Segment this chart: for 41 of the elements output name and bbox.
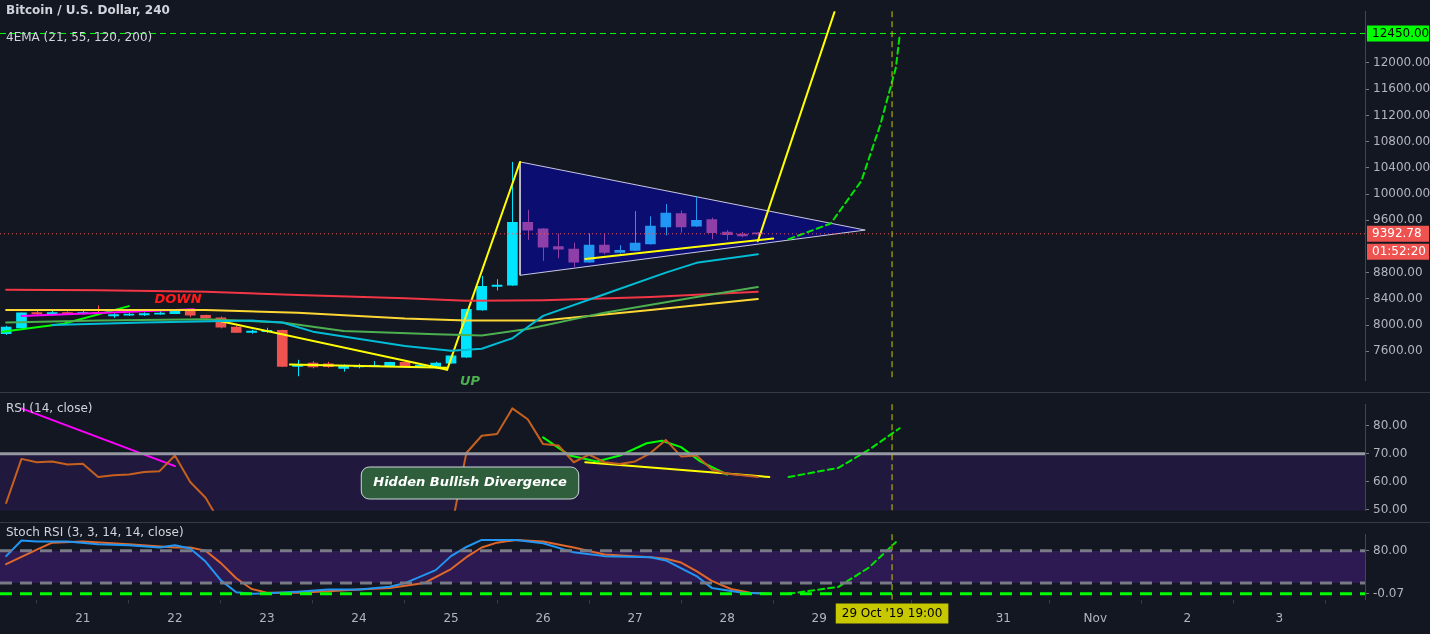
annotation: DOWN [154,291,202,307]
annotation: UP [459,373,481,389]
y-tick-label: 70.00 [1373,446,1408,460]
y-tick-label: 7600.00 [1373,343,1423,358]
x-tick-label: 28 [719,610,735,625]
x-tick-label: 23 [259,610,275,625]
chart-title: Bitcoin / U.S. Dollar, 240 [6,3,170,18]
chart-title: RSI (14, close) [6,401,93,416]
x-tick-label: 27 [627,610,643,625]
y-tick-label: -0.07 [1373,586,1405,600]
y-tick-label: 8000.00 [1373,317,1423,332]
y-tick-label: 12000.00 [1373,55,1430,70]
y-tick-label: 11600.00 [1373,81,1430,96]
y-tick-label: 11200.00 [1373,107,1430,122]
x-tick-label: 21 [75,610,91,625]
y-tick-label: 80.00 [1373,542,1408,557]
y-tick-label: 50.00 [1373,501,1408,516]
x-tick-label: 24 [351,610,367,625]
x-tick-label: 31 [995,610,1011,625]
x-tick-label: 2 [1183,610,1192,625]
annotation: Hidden Bullish Divergence [373,474,567,490]
ref-line-label: 29 Oct '19 19:00 [841,605,943,620]
y-tick-label: 9600.00 [1373,212,1423,227]
x-tick-label: 3 [1275,610,1284,625]
y-tick-label: 8800.00 [1373,264,1423,279]
chart-title: Stoch RSI (3, 3, 14, 14, close) [6,525,184,540]
y-tick-label: 60.00 [1373,473,1408,488]
x-tick-label: Nov [1083,610,1108,625]
y-tick-label: 10000.00 [1373,186,1430,201]
y-tick-label: 10800.00 [1373,133,1430,148]
text: 4EMA (21, 55, 120, 200) [6,30,153,45]
ref-line-label: 12450.00 [1372,25,1430,40]
y-tick-label: 10400.00 [1373,159,1430,174]
x-tick-label: 22 [167,610,183,625]
x-tick-label: 25 [443,610,459,625]
ref-line-label: 9392.78 [1372,225,1422,240]
y-tick-label: 80.00 [1373,418,1408,433]
x-tick-label: 29 [811,610,827,625]
x-tick-label: 26 [535,610,551,625]
text: 01:52:20 [1372,243,1426,258]
y-tick-label: 8400.00 [1373,291,1423,306]
